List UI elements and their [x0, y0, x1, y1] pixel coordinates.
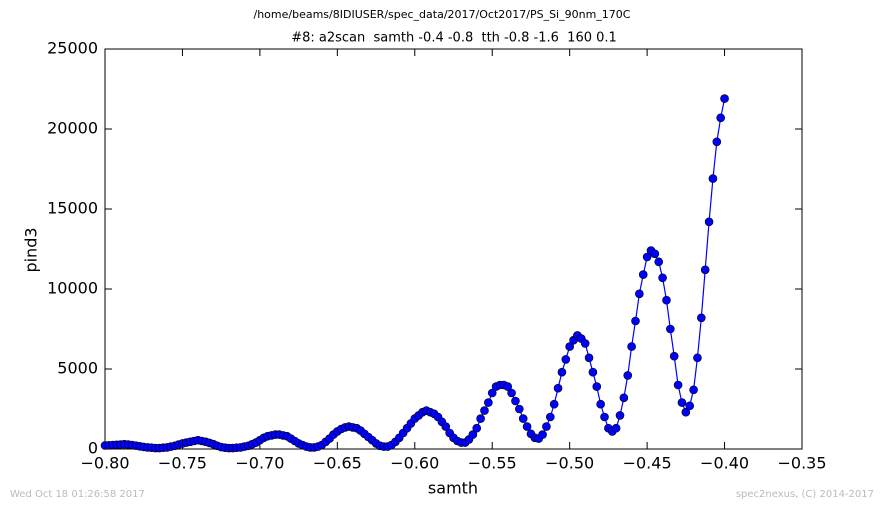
- data-point: [658, 273, 667, 283]
- y-tick-label: 0: [88, 439, 98, 458]
- data-point: [673, 380, 683, 390]
- x-tick-label: −0.35: [777, 454, 826, 473]
- data-point: [503, 382, 513, 391]
- y-tick-label: 10000: [47, 279, 98, 298]
- data-point: [515, 404, 524, 414]
- data-point: [631, 316, 640, 326]
- x-tick-label: −0.55: [468, 454, 517, 473]
- data-point: [669, 351, 679, 361]
- suptitle: /home/beams/8IDIUSER/spec_data/2017/Oct2…: [254, 8, 631, 21]
- data-point: [596, 399, 605, 409]
- data-point: [480, 406, 489, 415]
- data-point: [712, 137, 722, 147]
- data-point: [627, 342, 636, 351]
- data-point: [638, 270, 648, 279]
- data-point: [584, 353, 594, 363]
- data-point: [689, 385, 698, 395]
- x-tick-label: −0.45: [623, 454, 672, 473]
- data-point: [611, 423, 621, 433]
- y-axis-label: pind3: [22, 227, 41, 272]
- data-point: [441, 422, 451, 431]
- data-point: [588, 367, 598, 377]
- data-point: [642, 252, 652, 262]
- data-point: [518, 414, 528, 423]
- data-point: [546, 412, 555, 422]
- data-point: [615, 411, 625, 420]
- plot-frame: [104, 48, 803, 450]
- x-tick-label: −0.70: [235, 454, 284, 473]
- chart-title: #8: a2scan samth -0.4 -0.8 tth -0.8 -1.6…: [291, 31, 617, 46]
- y-tick-label: 20000: [47, 119, 98, 138]
- data-point: [700, 265, 710, 275]
- data-point: [542, 422, 551, 431]
- data-point: [666, 324, 675, 334]
- data-point: [484, 398, 493, 407]
- data-point: [538, 430, 547, 439]
- y-tick-label: 15000: [47, 199, 98, 218]
- data-point: [553, 383, 563, 393]
- data-point: [704, 217, 714, 227]
- footer-right: spec2nexus, (C) 2014-2017: [736, 489, 874, 500]
- y-tick-label: 25000: [47, 39, 98, 58]
- data-point: [693, 353, 702, 363]
- data-point: [662, 295, 671, 305]
- data-point: [654, 257, 664, 267]
- data-point: [623, 371, 633, 380]
- x-tick-label: −0.65: [313, 454, 362, 473]
- data-point: [549, 399, 559, 409]
- data-point: [511, 396, 520, 406]
- data-point: [580, 339, 590, 348]
- data-point: [557, 367, 567, 377]
- data-point: [507, 388, 516, 398]
- data-point: [685, 401, 695, 411]
- x-tick-label: −0.50: [545, 454, 594, 473]
- data-point: [472, 423, 482, 433]
- data-point: [565, 342, 574, 351]
- data-line: [104, 98, 726, 449]
- data-point: [561, 355, 571, 364]
- x-tick-label: −0.40: [700, 454, 749, 473]
- data-point: [619, 393, 629, 403]
- data-point: [708, 174, 718, 183]
- data-point: [697, 313, 706, 323]
- data-point: [720, 94, 729, 103]
- data-point: [681, 407, 691, 417]
- x-tick-label: −0.75: [158, 454, 207, 473]
- x-tick-label: −0.60: [390, 454, 439, 473]
- data-point: [716, 113, 725, 123]
- y-tick-label: 5000: [57, 359, 98, 378]
- data-point: [468, 430, 478, 439]
- footer-left: Wed Oct 18 01:26:58 2017: [10, 489, 145, 500]
- x-tick-label: −0.80: [80, 454, 129, 473]
- data-point: [522, 422, 532, 431]
- data-point: [650, 249, 660, 259]
- data-point: [677, 398, 687, 407]
- data-point: [487, 388, 497, 398]
- data-point: [600, 412, 609, 422]
- data-point: [635, 289, 644, 299]
- data-point: [476, 414, 485, 423]
- x-axis-label: samth: [428, 479, 478, 498]
- data-point: [592, 382, 602, 391]
